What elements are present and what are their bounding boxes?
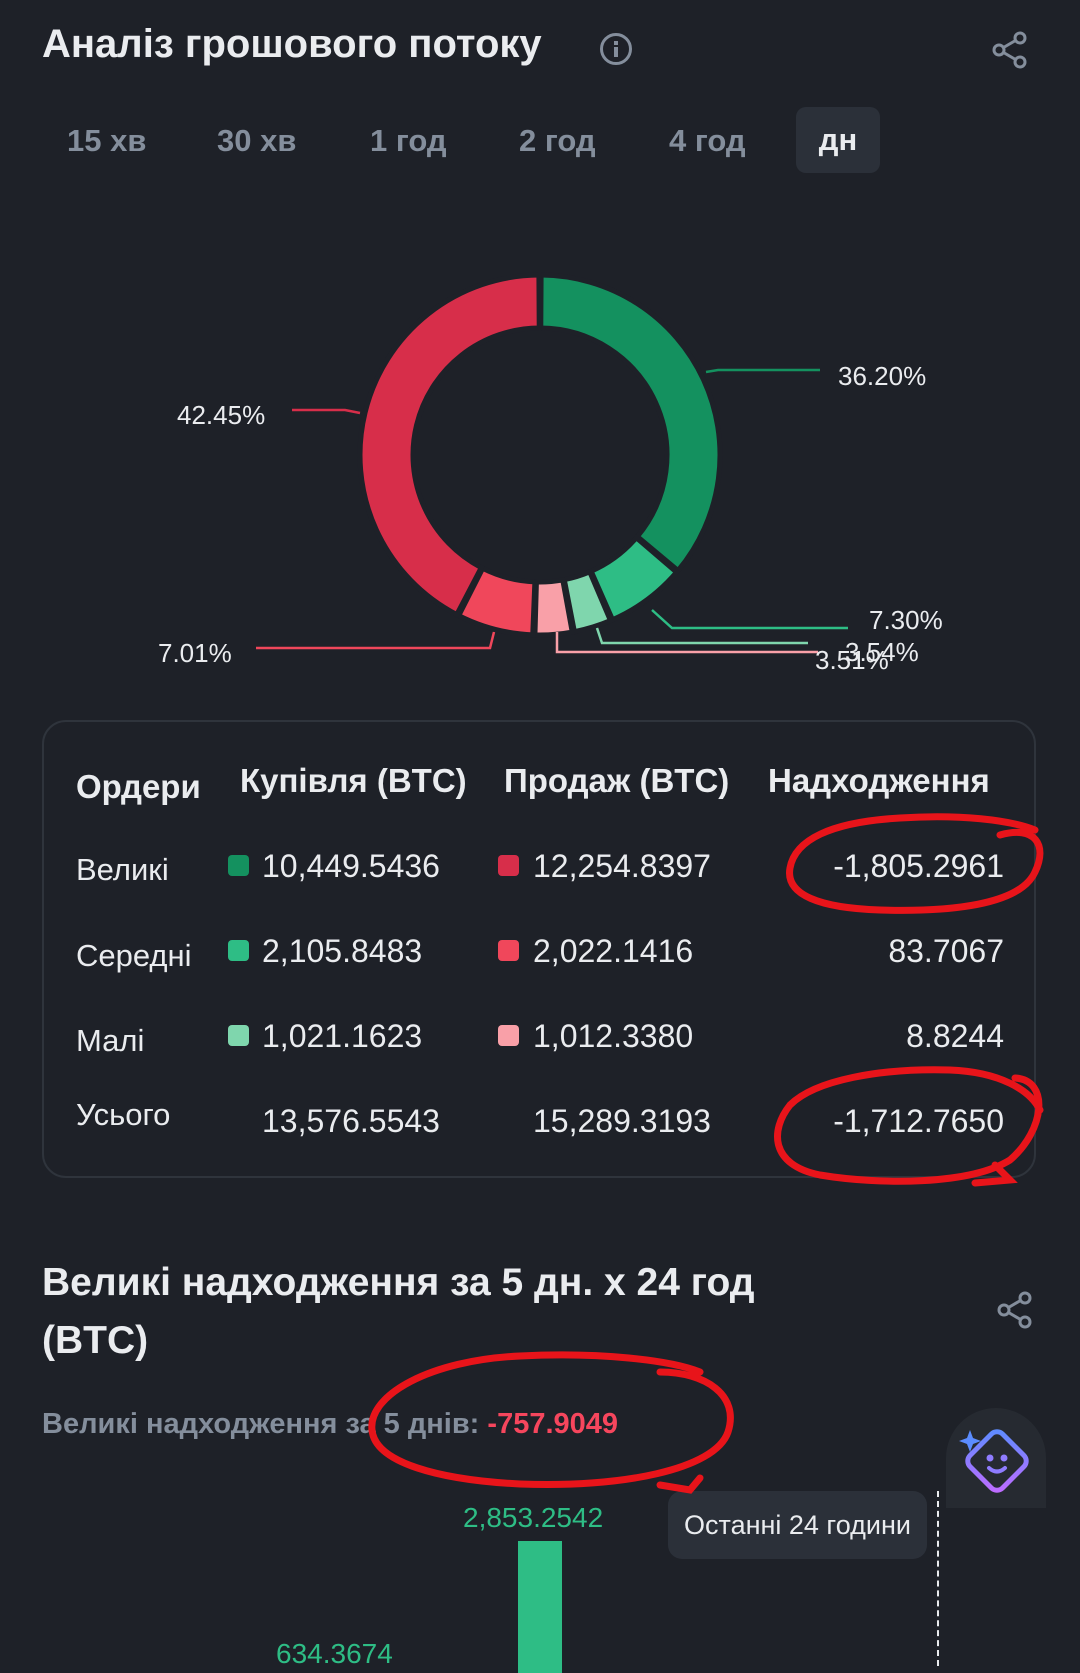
cell-small-sell: 1,012.3380: [533, 1018, 694, 1054]
cell-total-buy: 13,576.5543: [262, 1103, 440, 1139]
cell-large-buy: 10,449.5436: [262, 848, 440, 884]
row-label-small: Малі: [76, 1023, 145, 1058]
cell-large-sell: 12,254.8397: [533, 848, 711, 884]
col-header-orders: Ордери: [76, 768, 201, 805]
cell-medium-buy: 2,105.8483: [262, 933, 423, 969]
five-day-inflow-value: -757.9049: [487, 1408, 619, 1440]
donut-label-medium-sell: 7.01%: [158, 638, 232, 668]
chart-bar-1: [518, 1541, 562, 1673]
five-day-inflow-summary: Великі надходження за 5 днів: -757.9049: [42, 1408, 618, 1441]
ai-assistant-button[interactable]: [946, 1408, 1046, 1508]
row-label-total: Усього: [76, 1097, 171, 1132]
cell-total-sell: 15,289.3193: [533, 1103, 711, 1139]
cell-large-net: -1,805.2961: [833, 848, 1004, 884]
chart-crosshair-line: [937, 1491, 939, 1666]
bar-value-label-2: 634.3674: [276, 1638, 393, 1669]
col-header-buy: Купівля (BTC): [240, 762, 467, 799]
col-header-sell: Продаж (BTC): [504, 762, 730, 799]
page-title: Аналіз грошового потоку: [42, 22, 542, 66]
donut-leader-line-large-buy: [705, 368, 820, 374]
donut-segment-large-buy[interactable]: [538, 272, 723, 575]
donut-leader-line-medium-sell: [256, 631, 496, 650]
section-share-icon[interactable]: [995, 1290, 1035, 1330]
donut-segment-small-sell[interactable]: [532, 577, 576, 638]
donut-leader-line-medium-buy: [651, 609, 848, 630]
tab-15m[interactable]: 15 хв: [67, 123, 147, 158]
tab-4h[interactable]: 4 год: [669, 123, 746, 158]
row-label-medium: Середні: [76, 938, 192, 973]
donut-label-large-sell: 42.45%: [177, 400, 266, 430]
donut-label-medium-buy: 7.30%: [869, 605, 943, 635]
donut-segment-large-sell[interactable]: [357, 272, 542, 618]
legend-swatch-large-sell: [498, 855, 519, 876]
donut-leader-line-small-sell: [555, 632, 818, 654]
cell-small-buy: 1,021.1623: [262, 1018, 423, 1054]
five-day-inflow-label: Великі надходження за 5 днів:: [42, 1408, 480, 1440]
share-icon[interactable]: [990, 30, 1030, 70]
donut-label-small-sell: 3.51%: [815, 645, 889, 675]
donut-label-large-buy: 36.20%: [838, 361, 927, 391]
legend-swatch-small-buy: [228, 1025, 249, 1046]
legend-swatch-small-sell: [498, 1025, 519, 1046]
donut-leader-line-small-buy: [595, 627, 808, 645]
legend-swatch-medium-buy: [228, 940, 249, 961]
tab-2h[interactable]: 2 год: [519, 123, 596, 158]
cell-small-net: 8.8244: [906, 1018, 1004, 1054]
legend-swatch-medium-sell: [498, 940, 519, 961]
ai-assistant-icon: [959, 1429, 1029, 1493]
orders-table-card: [42, 720, 1036, 1178]
cell-medium-sell: 2,022.1416: [533, 933, 694, 969]
chart-tooltip: Останні 24 години: [668, 1491, 927, 1559]
tab-day[interactable]: дн: [796, 107, 880, 173]
donut-leader-line-large-sell: [292, 408, 361, 415]
large-inflow-section-title: Великі надходження за 5 дн. x 24 год (BT…: [42, 1261, 755, 1362]
legend-swatch-large-buy: [228, 855, 249, 876]
info-icon[interactable]: [600, 33, 632, 65]
tab-1h[interactable]: 1 год: [370, 123, 447, 158]
row-label-large: Великі: [76, 852, 169, 887]
donut-label-small-buy: 3.54%: [845, 637, 919, 667]
bar-value-label-1: 2,853.2542: [463, 1502, 604, 1533]
tab-30m[interactable]: 30 хв: [217, 123, 297, 158]
cell-total-net: -1,712.7650: [833, 1103, 1004, 1139]
col-header-net: Надходження: [768, 762, 990, 799]
cash-flow-donut-chart: [256, 272, 848, 654]
cell-medium-net: 83.7067: [888, 933, 1004, 969]
